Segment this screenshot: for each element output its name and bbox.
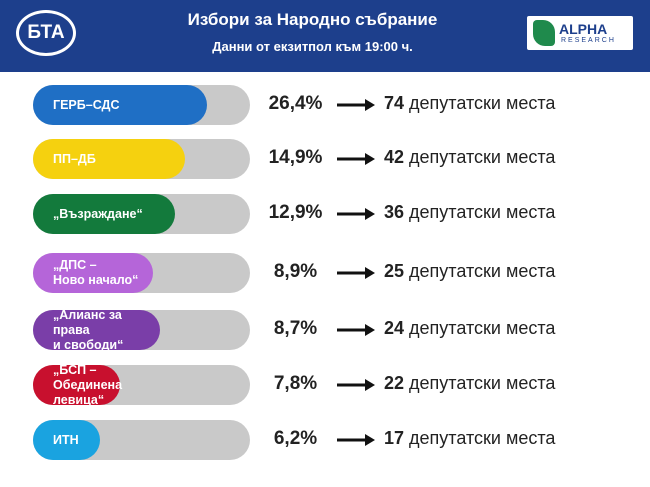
seat-label: депутатски места	[409, 318, 556, 338]
percent: 8,9%	[273, 261, 318, 282]
seat-label: депутатски места	[409, 373, 556, 393]
seat-count: 25	[384, 261, 405, 281]
arrow	[337, 153, 375, 165]
seat-count: 22	[384, 373, 405, 393]
result-row: „Възраждане“ 12,9% 36 депутатски места	[0, 194, 650, 234]
result-row: ИТН 6,2% 17 депутатски места	[0, 420, 650, 460]
percent: 8,7%	[273, 318, 318, 339]
party-label: „БСП – Обединена левица“	[33, 363, 122, 407]
header: БТА Избори за Народно събрание Данни от …	[0, 0, 650, 72]
seat-label: депутатски места	[409, 93, 556, 113]
party-label: ИТН	[33, 420, 100, 460]
percent: 26,4%	[268, 93, 323, 114]
bta-logo: БТА	[16, 10, 76, 56]
seat-label: депутатски места	[409, 202, 556, 222]
seat-count: 42	[384, 147, 405, 167]
seats: 17 депутатски места	[384, 428, 555, 449]
result-row: ПП–ДБ 14,9% 42 депутатски места	[0, 139, 650, 179]
seat-label: депутатски места	[409, 428, 556, 448]
arrow	[337, 379, 375, 391]
seats: 36 депутатски места	[384, 202, 555, 223]
seat-count: 74	[384, 93, 405, 113]
alpha-research-logo: ALPHA RESEARCH	[527, 16, 633, 50]
seats: 74 депутатски места	[384, 93, 555, 114]
party-label: ГЕРБ–СДС	[33, 85, 207, 125]
result-row: ГЕРБ–СДС 26,4% 74 депутатски места	[0, 85, 650, 125]
seat-label: депутатски места	[409, 147, 556, 167]
result-row: „Алианс за права и свободи“ 8,7% 24 депута…	[0, 308, 650, 352]
percent: 12,9%	[268, 202, 323, 223]
percent: 14,9%	[268, 147, 323, 168]
result-row: „БСП – Обединена левица“ 7,8% 22 депутатск…	[0, 363, 650, 407]
party-label: ПП–ДБ	[33, 139, 185, 179]
logo-mark	[533, 20, 555, 46]
percent: 7,8%	[273, 373, 318, 394]
logo-name: ALPHA	[559, 21, 608, 37]
seat-count: 36	[384, 202, 405, 222]
arrow	[337, 324, 375, 336]
party-label: „Алианс за права и свободи“	[33, 308, 160, 352]
party-label: „ДПС – Ново начало“	[33, 253, 153, 293]
title: Избори за Народно събрание	[187, 10, 438, 29]
percent: 6,2%	[273, 428, 318, 449]
arrow	[337, 267, 375, 279]
subtitle: Данни от екзитпол към 19:00 ч.	[212, 39, 413, 54]
result-row: „ДПС – Ново начало“ 8,9% 25 депутатски мес…	[0, 253, 650, 293]
party-label: „Възраждане“	[33, 194, 175, 234]
seats: 24 депутатски места	[384, 318, 555, 339]
seat-count: 17	[384, 428, 405, 448]
arrow	[337, 434, 375, 446]
seat-count: 24	[384, 318, 405, 338]
logo-tagline: RESEARCH	[561, 37, 616, 44]
seat-label: депутатски места	[409, 261, 556, 281]
seats: 22 депутатски места	[384, 373, 555, 394]
seats: 25 депутатски места	[384, 261, 555, 282]
seats: 42 депутатски места	[384, 147, 555, 168]
arrow	[337, 99, 375, 111]
arrow	[337, 208, 375, 220]
